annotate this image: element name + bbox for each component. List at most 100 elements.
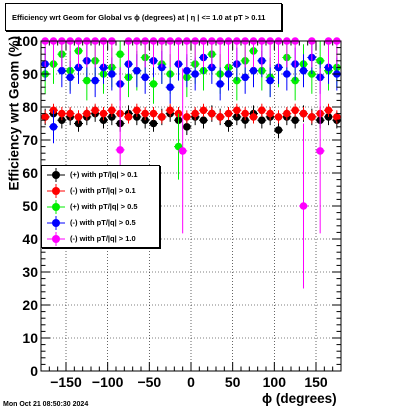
y-tick-label: 80: [22, 99, 38, 115]
y-tick-label: 20: [22, 297, 38, 313]
y-axis-title: Efficiency wrt Geom (%): [6, 35, 22, 191]
y-tick-label: 40: [22, 231, 38, 247]
chart-title-box: Efficiency wrt Geom for Global vs ϕ (deg…: [5, 3, 282, 31]
data-point: [99, 109, 108, 118]
data-point: [241, 109, 249, 118]
data-point: [274, 126, 283, 134]
y-tick-label: 100: [15, 33, 39, 49]
data-point: [266, 109, 274, 118]
data-point: [299, 66, 308, 75]
legend-marker: [47, 200, 65, 214]
x-tick-label: 150: [304, 374, 328, 390]
data-point: [116, 146, 124, 154]
data-point: [183, 113, 191, 121]
legend-entry: (-) with pT/|q| > 1.0: [42, 231, 159, 247]
data-point: [274, 113, 283, 121]
y-tick-label: 90: [22, 66, 38, 82]
x-tick-label: 100: [263, 374, 287, 390]
chart-title: Efficiency wrt Geom for Global vs ϕ (deg…: [12, 13, 266, 22]
data-point: [183, 123, 191, 131]
y-tick-label: 30: [22, 264, 38, 280]
data-point: [83, 76, 91, 85]
data-point: [191, 70, 199, 78]
data-point: [224, 70, 233, 78]
data-point: [324, 106, 333, 115]
legend-marker: [47, 184, 65, 198]
data-point: [141, 73, 149, 82]
data-point: [299, 202, 308, 210]
data-point: [108, 106, 116, 115]
y-tick-label: 70: [22, 132, 38, 148]
legend-marker: [47, 216, 65, 230]
data-point: [333, 113, 341, 121]
legend-entry: (+) with pT/|q| > 0.5: [42, 199, 159, 215]
data-point: [124, 113, 133, 121]
data-point: [291, 106, 299, 115]
x-tick-label: 50: [225, 374, 241, 390]
data-point: [249, 66, 258, 75]
data-point: [216, 80, 224, 88]
data-point: [83, 109, 91, 118]
data-point: [166, 106, 174, 115]
data-point: [91, 106, 99, 115]
data-point: [58, 109, 66, 118]
x-axis-title: ϕ (degrees): [262, 391, 337, 406]
data-point: [233, 106, 241, 115]
data-point: [258, 106, 266, 115]
data-point: [178, 147, 187, 155]
legend-label: (+) with pT/|q| > 0.1: [70, 170, 138, 179]
legend-label: (-) with pT/|q| > 0.5: [70, 218, 136, 227]
legend-entry: (-) with pT/|q| > 0.1: [42, 183, 159, 199]
data-point: [149, 109, 158, 118]
axes: 0 10 20 30 40 50 60 70 80 90 100 −150 −100 −50 0 50 100 1…: [15, 33, 342, 390]
y-tick-label: 0: [30, 363, 38, 379]
data-point: [116, 50, 124, 58]
data-point: [258, 116, 266, 124]
data-point: [158, 113, 166, 121]
data-point: [199, 106, 208, 115]
legend-label: (+) with pT/|q| > 0.5: [70, 202, 138, 211]
data-point: [41, 113, 49, 121]
data-point: [191, 109, 199, 118]
data-point: [224, 119, 233, 128]
data-point: [224, 109, 233, 118]
data-point: [299, 109, 308, 118]
data-point: [283, 109, 291, 118]
data-point: [49, 123, 58, 131]
timestamp: Mon Oct 21 08:50:30 2024: [3, 401, 89, 408]
data-point: [133, 106, 141, 115]
data-point: [241, 73, 249, 82]
legend: (+) with pT/|q| > 0.1 (-) with pT/|q| > 0…: [41, 165, 160, 248]
y-tick-label: 50: [22, 198, 38, 214]
legend-label: (-) with pT/|q| > 1.0: [70, 234, 136, 243]
x-tick-label: 0: [187, 374, 195, 390]
legend-entry: (+) with pT/|q| > 0.1: [42, 167, 159, 183]
data-point: [308, 113, 316, 121]
legend-entry: (-) with pT/|q| > 0.5: [42, 215, 159, 231]
data-point: [199, 116, 208, 124]
data-point: [133, 66, 141, 75]
data-point: [283, 70, 291, 78]
data-point: [291, 116, 299, 124]
data-point: [149, 119, 158, 128]
data-point: [166, 83, 174, 91]
data-point: [66, 109, 74, 118]
x-tick-label: −100: [92, 374, 124, 390]
legend-marker: [47, 168, 65, 182]
data-point: [316, 147, 324, 155]
data-point: [216, 113, 224, 121]
data-point: [108, 70, 116, 78]
data-point: [208, 109, 216, 118]
x-tick-label: −150: [50, 374, 82, 390]
data-point: [266, 76, 274, 85]
data-point: [141, 109, 149, 118]
legend-marker: [47, 232, 65, 246]
legend-label: (-) with pT/|q| > 0.1: [70, 186, 136, 195]
data-point: [249, 113, 258, 121]
x-tick-label: −50: [137, 374, 161, 390]
data-point: [149, 80, 158, 88]
y-tick-label: 60: [22, 165, 38, 181]
data-point: [66, 73, 74, 82]
y-tick-label: 10: [22, 330, 38, 346]
